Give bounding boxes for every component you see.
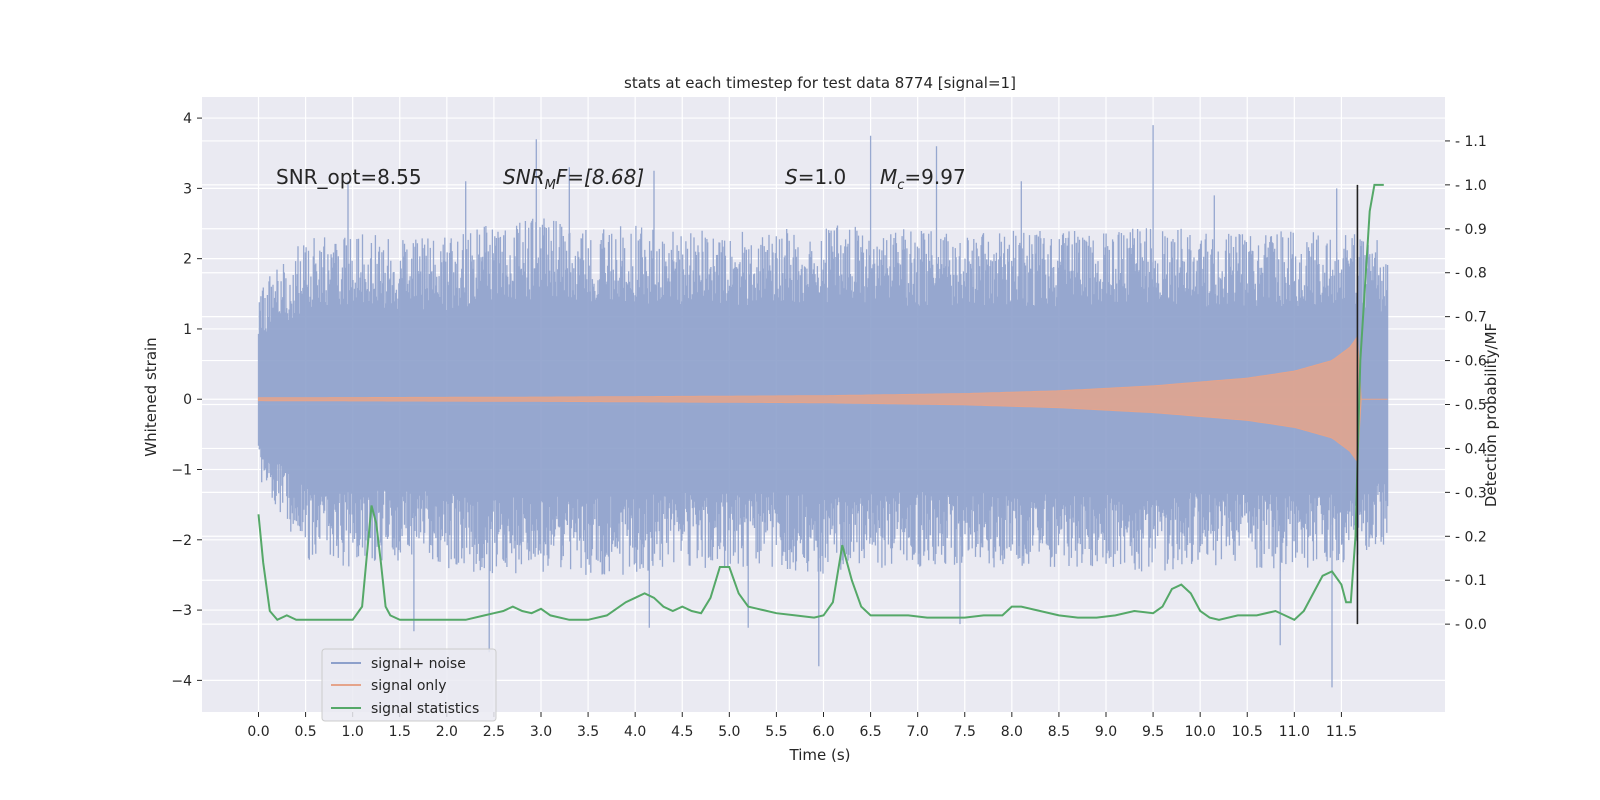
annotation-mc-sub: c: [897, 178, 904, 193]
x-tick-label: 6.0: [812, 724, 834, 740]
y-axis-ticks: 4 3 2 1 0 −1 −2 −3 −4: [171, 111, 202, 689]
x-tick-label: 0.0: [247, 724, 269, 740]
area-signal-only: [258, 335, 1388, 464]
x-tick-label: 1.5: [389, 724, 411, 740]
y-right-tick-label: - 0.5: [1455, 398, 1487, 414]
y-right-tick-label: - 0.8: [1455, 266, 1487, 282]
line-signal-statistics: [257, 183, 1384, 622]
y-right-tick-label: - 1.1: [1455, 134, 1487, 150]
y-tick-label: 2: [183, 252, 192, 268]
y-right-tick-label: - 0.4: [1455, 441, 1487, 457]
y-right-tick-label: - 0.3: [1455, 485, 1487, 501]
y-tick-label: −4: [171, 673, 192, 689]
legend-box: [321, 648, 497, 722]
annotation-mc-name: M: [880, 165, 897, 189]
y-right-tick-label: - 0.2: [1455, 529, 1487, 545]
x-tick-label: 5.0: [718, 724, 740, 740]
y-axis-right-label: Detection probability/MF: [1482, 323, 1500, 507]
x-tick-label: 2.0: [436, 724, 458, 740]
x-axis-label: Time (s): [789, 746, 851, 764]
y-tick-label: −1: [171, 463, 192, 479]
y-tick-label: 1: [183, 322, 192, 338]
y-right-tick-label: - 1.0: [1455, 178, 1487, 194]
x-tick-label: 9.0: [1095, 724, 1117, 740]
y-tick-label: 4: [183, 111, 192, 127]
annotation-mc-rest: =9.97: [904, 165, 965, 189]
annotation-s-name: S: [785, 165, 798, 189]
x-tick-label: 11.0: [1279, 724, 1310, 740]
y-right-tick-label: - 0.9: [1455, 222, 1487, 238]
y-axis-right-ticks: - 1.1 - 1.0 - 0.9 - 0.8 - 0.7 - 0.6 - 0.5 - 0.4…: [1445, 134, 1487, 633]
legend: signal+ noise signal only signal statist…: [321, 648, 497, 722]
x-tick-label: 3.0: [530, 724, 552, 740]
x-tick-label: 7.5: [954, 724, 976, 740]
annotation-snr-mf-sub: M: [545, 178, 556, 193]
y-tick-label: −3: [171, 603, 192, 619]
series-signal-only: [258, 335, 1388, 464]
legend-label-signal-noise: signal+ noise: [371, 656, 466, 672]
x-axis-ticks: 0.0 0.5 1.0 1.5 2.0 2.5 3.0 3.5 4.0 4.5 5.0 5.5 6.0 6…: [247, 712, 1357, 740]
x-tick-label: 9.5: [1142, 724, 1164, 740]
x-tick-label: 8.0: [1001, 724, 1023, 740]
annotation-snr-opt: SNR_opt=8.55: [276, 165, 422, 189]
x-tick-label: 8.5: [1048, 724, 1070, 740]
x-tick-label: 4.0: [624, 724, 646, 740]
annotation-snr-mf: SNRMF=[8.68]: [503, 165, 644, 193]
x-tick-label: 2.5: [483, 724, 505, 740]
x-tick-label: 10.0: [1185, 724, 1216, 740]
legend-label-signal-statistics: signal statistics: [371, 701, 479, 717]
x-tick-label: 3.5: [577, 724, 599, 740]
series-signal-statistics: [257, 183, 1384, 622]
y-axis-label: Whitened strain: [142, 337, 160, 456]
annotation-mc: Mc=9.97: [880, 165, 966, 193]
y-right-tick-label: - 0.7: [1455, 310, 1487, 326]
x-tick-label: 1.0: [342, 724, 364, 740]
y-tick-label: −2: [171, 533, 192, 549]
annotation-s: S=1.0: [785, 165, 846, 189]
x-tick-label: 0.5: [294, 724, 316, 740]
annotation-snr-mf-name: SNR: [503, 165, 545, 189]
x-tick-label: 5.5: [765, 724, 787, 740]
y-right-tick-label: - 0.1: [1455, 573, 1487, 589]
x-tick-label: 7.0: [907, 724, 929, 740]
x-tick-label: 4.5: [671, 724, 693, 740]
y-right-tick-label: - 0.0: [1455, 617, 1487, 633]
x-tick-label: 11.5: [1326, 724, 1357, 740]
annotation-s-rest: =1.0: [798, 165, 847, 189]
legend-label-signal-only: signal only: [371, 678, 446, 694]
y-tick-label: 3: [183, 181, 192, 197]
y-right-tick-label: - 0.6: [1455, 354, 1487, 370]
y-tick-label: 0: [183, 392, 192, 408]
annotation-snr-mf-rest: F=[8.68]: [556, 165, 644, 189]
x-tick-label: 10.5: [1232, 724, 1263, 740]
x-tick-label: 6.5: [859, 724, 881, 740]
chart-title: stats at each timestep for test data 877…: [624, 74, 1016, 92]
